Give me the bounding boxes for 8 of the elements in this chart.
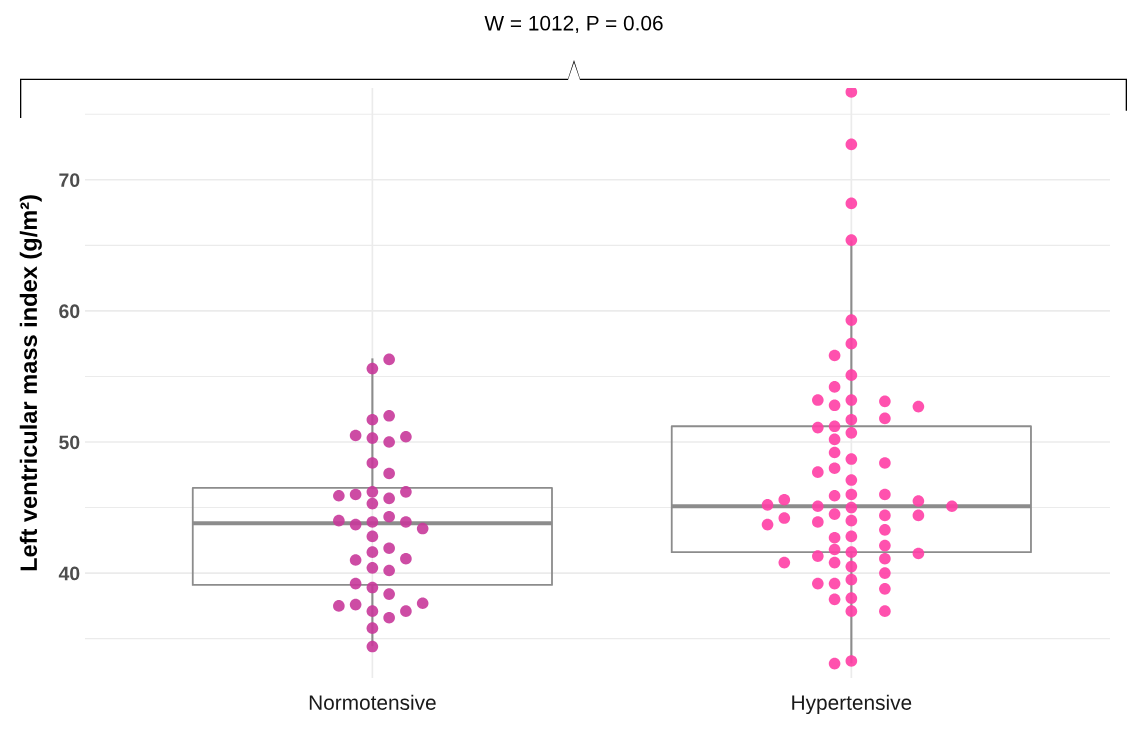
y-tick-label: 40	[58, 566, 80, 581]
x-tick-label: Normotensive	[309, 694, 436, 710]
y-tick-label: 50	[59, 435, 80, 450]
text: W = 1012, P = 0.06	[484, 15, 663, 34]
y-tick-label: 70	[59, 173, 80, 188]
y-tick-label: 60	[59, 304, 80, 319]
x-tick-label: Hypertensive	[792, 694, 912, 715]
y-axis-title: Left ventricular mass index (g/m²)	[19, 195, 42, 571]
